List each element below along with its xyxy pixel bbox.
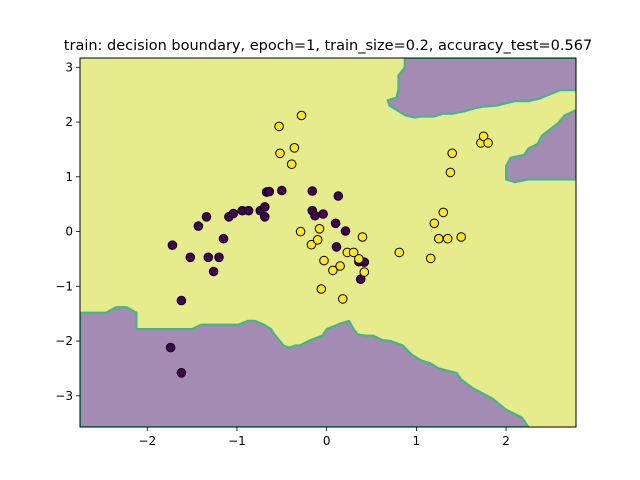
class-1-point	[295, 226, 306, 237]
class-0-point	[307, 186, 318, 196]
y-tick-label: −1	[55, 279, 73, 293]
class-0-point	[318, 209, 328, 219]
class-0-point	[260, 202, 270, 212]
class-0-point	[165, 342, 176, 353]
class-1-point	[348, 247, 359, 258]
class-0-point	[330, 218, 341, 229]
class-1-point	[319, 255, 329, 266]
plot-area	[79, 57, 577, 428]
y-tick-label: −3	[55, 389, 73, 403]
class-0-region-2	[386, 58, 576, 119]
class-1-point	[478, 131, 489, 142]
class-0-point	[277, 185, 287, 196]
y-tick-label: −2	[55, 334, 73, 348]
x-tick-label: 0	[323, 434, 331, 448]
class-0-point	[331, 242, 342, 252]
class-1-point	[306, 239, 317, 250]
class-1-point	[338, 294, 348, 304]
y-axis: −3 −2 −1 0 1 2 3	[55, 60, 80, 403]
class-1-point	[434, 233, 444, 244]
class-0-point	[264, 186, 275, 197]
chart-title: train: decision boundary, epoch=1, train…	[64, 38, 592, 54]
class-0-point	[208, 266, 219, 277]
scatter-points	[165, 110, 493, 378]
class-1-point	[286, 159, 297, 169]
class-0-point	[193, 221, 204, 231]
y-tick-label: 2	[65, 115, 73, 129]
x-tick-label: −1	[228, 434, 246, 448]
class-0-point	[214, 252, 224, 263]
class-0-point	[167, 240, 178, 250]
class-1-point	[357, 232, 368, 242]
class-0-regions	[80, 58, 576, 427]
class-0-point	[218, 233, 229, 244]
class-0-point	[185, 252, 196, 263]
class-1-point	[275, 148, 285, 159]
class-1-point	[359, 267, 370, 277]
class-0-point	[201, 212, 212, 222]
y-tick-label: 0	[65, 225, 73, 239]
class-1-point	[483, 138, 493, 148]
class-1-point	[429, 218, 440, 229]
y-tick-label: 1	[65, 170, 73, 184]
class-1-point	[289, 143, 300, 153]
class-1-point	[312, 235, 323, 245]
class-0-point	[176, 295, 187, 306]
class-0-point	[228, 208, 239, 219]
class-1-point	[354, 254, 364, 264]
class-0-point	[176, 368, 187, 378]
class-0-point	[243, 205, 254, 216]
class-1-point	[328, 265, 338, 276]
class-1-point	[442, 233, 453, 244]
class-1-point	[316, 284, 327, 294]
class-1-point	[456, 232, 467, 242]
x-tick-label: −2	[138, 434, 156, 448]
class-0-point	[340, 226, 351, 236]
class-1-point	[314, 224, 325, 234]
class-1-point	[274, 121, 284, 132]
class-0-point	[203, 252, 214, 263]
class-0-region-1	[80, 306, 530, 427]
plot-frame	[79, 57, 577, 428]
class-1-point	[438, 207, 449, 218]
class-0-point	[333, 191, 344, 201]
class-0-region-3	[505, 109, 576, 184]
class-1-point	[425, 253, 436, 264]
y-tick-label: 3	[65, 60, 73, 74]
class-1-point	[335, 261, 345, 271]
class-0-point	[260, 212, 270, 222]
class-1-point	[394, 247, 405, 258]
class-1-point	[296, 110, 307, 121]
class-0-point	[310, 210, 320, 221]
x-axis: −2 −1 0 1 2	[138, 427, 510, 448]
x-tick-label: 1	[413, 434, 421, 448]
class-1-point	[447, 148, 458, 159]
x-tick-label: 2	[502, 434, 510, 448]
class-1-point	[445, 167, 456, 178]
